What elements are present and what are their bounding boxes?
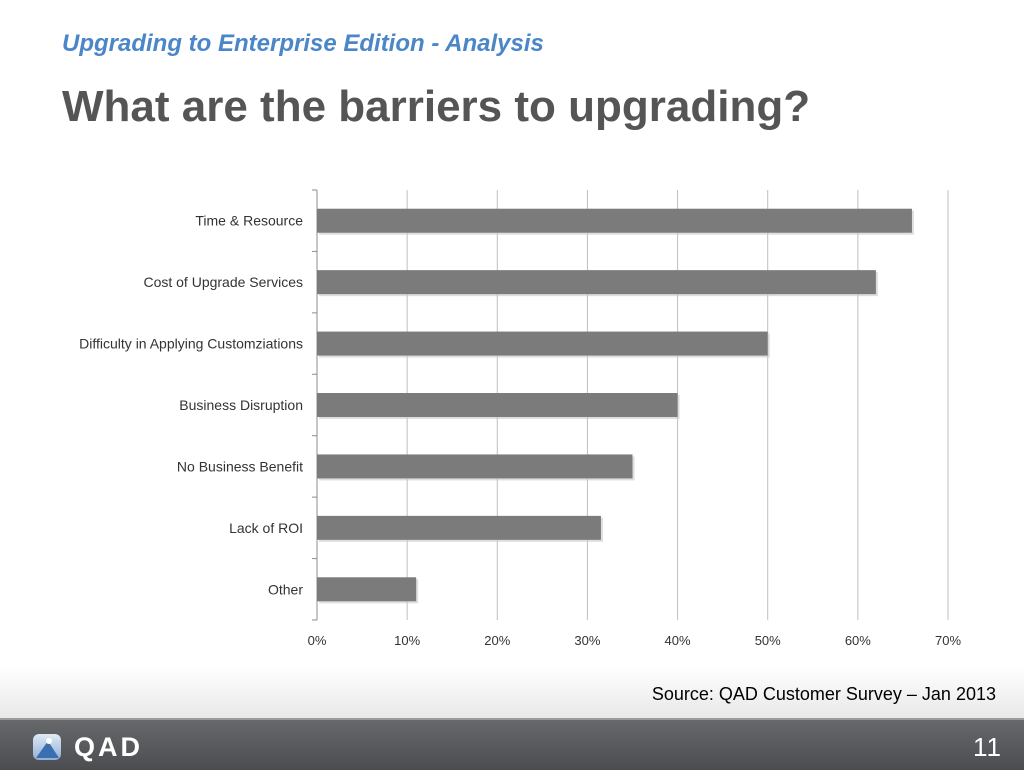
qad-logo-icon — [33, 734, 61, 760]
category-label: Other — [268, 581, 303, 597]
qad-logo-text: QAD — [74, 732, 143, 762]
x-tick-label: 40% — [665, 633, 691, 648]
bottom-band — [0, 666, 1024, 718]
category-label: Cost of Upgrade Services — [143, 274, 303, 290]
x-tick-label: 50% — [755, 633, 781, 648]
slide-subtitle: Upgrading to Enterprise Edition - Analys… — [62, 30, 544, 57]
category-label: Business Disruption — [179, 397, 303, 413]
category-label: Lack of ROI — [229, 520, 303, 536]
bar-chart: Time & Resource Cost of Upgrade Services D… — [79, 189, 961, 648]
category-label: Difficulty in Applying Customziations — [79, 336, 303, 352]
category-label: Time & Resource — [195, 213, 303, 229]
bar — [317, 331, 768, 356]
bar — [317, 208, 912, 233]
bar — [317, 393, 678, 417]
category-label: No Business Benefit — [177, 458, 303, 474]
page-number: 11 — [973, 732, 1002, 762]
slide-title: What are the barriers to upgrading? — [62, 82, 811, 131]
x-tick-label: 10% — [394, 633, 420, 648]
source-note: Source: QAD Customer Survey – Jan 2013 — [651, 684, 996, 704]
bar — [317, 515, 601, 540]
x-tick-label: 60% — [845, 633, 871, 648]
bar — [317, 454, 633, 479]
footer-bar: QAD 11 — [0, 718, 1024, 770]
bar — [317, 577, 417, 602]
qad-logo: QAD — [32, 732, 143, 762]
bar — [317, 270, 876, 295]
x-tick-label: 70% — [935, 633, 961, 648]
x-tick-label: 0% — [308, 633, 327, 648]
x-tick-label: 20% — [484, 633, 510, 648]
x-tick-label: 30% — [574, 633, 600, 648]
